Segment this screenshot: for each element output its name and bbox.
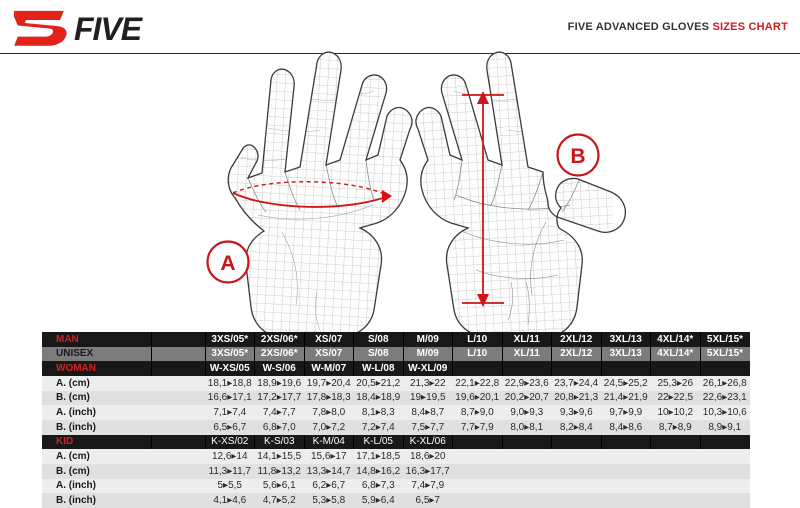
svg-text:A: A bbox=[220, 252, 235, 275]
svg-text:B: B bbox=[570, 145, 585, 168]
